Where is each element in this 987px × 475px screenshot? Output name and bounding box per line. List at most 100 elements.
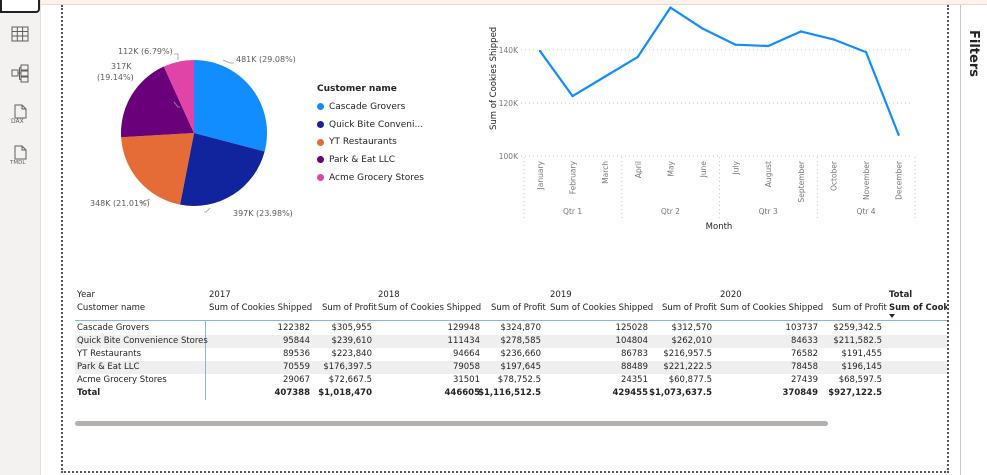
data-point[interactable] bbox=[669, 6, 672, 9]
customer-name-header: Customer name bbox=[77, 303, 146, 313]
total-cell: $1,116,512.5 bbox=[478, 388, 541, 398]
table-cell: 94664 bbox=[452, 349, 480, 359]
horizontal-scrollbar[interactable] bbox=[75, 421, 828, 426]
table-cell: $216,957.5 bbox=[663, 349, 712, 359]
data-point[interactable] bbox=[832, 38, 835, 41]
report-canvas bbox=[61, 5, 949, 473]
x-tick-label: March bbox=[601, 161, 610, 184]
total-cell: 429455 bbox=[612, 388, 649, 398]
total-measure-header: Sum of Cooki bbox=[889, 303, 947, 313]
legend-marker bbox=[317, 121, 324, 129]
table-cell: $324,870 bbox=[500, 323, 541, 333]
table-cell: 104804 bbox=[615, 336, 648, 346]
pie-label-park-percent: (19.14%) bbox=[97, 73, 134, 82]
total-cell: 370849 bbox=[782, 388, 819, 398]
table-cell: 78458 bbox=[790, 362, 818, 372]
legend-item[interactable]: Acme Grocery Stores bbox=[317, 169, 424, 187]
model-view-icon[interactable] bbox=[8, 61, 32, 85]
table-cell: $305,955 bbox=[331, 323, 372, 333]
dax-query-icon[interactable]: DAX bbox=[8, 102, 32, 126]
year-column-header: 2018 bbox=[378, 290, 400, 300]
table-view-icon[interactable] bbox=[8, 22, 32, 46]
filters-pane-label[interactable]: Filters bbox=[966, 30, 981, 77]
data-point[interactable] bbox=[734, 43, 737, 46]
pie-label-cascade: 481K (29.08%) bbox=[236, 55, 296, 64]
y-axis-title: Sum of Cookies Shipped bbox=[489, 27, 499, 130]
total-cell: 407388 bbox=[274, 388, 311, 398]
measure-header-profit: Sum of Profit bbox=[832, 303, 887, 313]
pie-slice[interactable] bbox=[194, 60, 267, 152]
pie-leader-line bbox=[222, 59, 234, 64]
data-point[interactable] bbox=[799, 30, 802, 33]
table-cell: 76582 bbox=[790, 349, 818, 359]
data-point[interactable] bbox=[571, 94, 574, 98]
legend-label: Park & Eat LLC bbox=[329, 154, 396, 165]
legend-item[interactable]: Cascade Grovers bbox=[317, 98, 424, 116]
x-group-label: Qtr 3 bbox=[759, 207, 778, 216]
legend-label: YT Restaurants bbox=[329, 137, 397, 148]
pie-legend: Cascade Grovers Quick Bite Conveni... YT R… bbox=[317, 98, 424, 186]
year-column-header: 2017 bbox=[209, 290, 231, 300]
x-group-label: Qtr 2 bbox=[661, 207, 680, 216]
view-sidebar: DAX TMDL bbox=[0, 0, 41, 475]
total-cell: 446605 bbox=[444, 388, 481, 398]
pie-slice[interactable] bbox=[121, 66, 194, 138]
data-point[interactable] bbox=[897, 133, 900, 136]
measure-header-cookies: Sum of Cookies Shipped bbox=[550, 303, 654, 313]
row-header: Park & Eat LLC bbox=[77, 362, 140, 372]
header-separator bbox=[75, 320, 947, 321]
svg-text:TMDL: TMDL bbox=[9, 160, 26, 166]
data-point[interactable] bbox=[864, 50, 868, 54]
data-point[interactable] bbox=[604, 75, 607, 78]
legend-title: Customer name bbox=[317, 84, 397, 94]
pie-chart[interactable] bbox=[70, 40, 310, 230]
legend-label: Acme Grocery Stores bbox=[329, 172, 424, 183]
row-header: Acme Grocery Stores bbox=[77, 375, 167, 385]
legend-item[interactable]: YT Restaurants bbox=[317, 133, 424, 151]
x-group-label: Qtr 1 bbox=[563, 207, 582, 216]
legend-item[interactable]: Park & Eat LLC bbox=[317, 151, 424, 169]
legend-marker bbox=[317, 156, 324, 164]
pie-slice[interactable] bbox=[121, 133, 194, 205]
pie-leader-line bbox=[204, 207, 211, 213]
table-cell: $259,342.5 bbox=[833, 323, 882, 333]
pie-leader-line bbox=[173, 101, 180, 108]
series-line[interactable] bbox=[539, 6, 900, 136]
year-header: Year bbox=[77, 290, 95, 300]
x-tick-label: January bbox=[536, 160, 545, 190]
sort-descending-icon[interactable] bbox=[889, 314, 895, 318]
table-cell: 70559 bbox=[282, 362, 310, 372]
row-header: Cascade Grovers bbox=[77, 323, 150, 333]
pie-slice[interactable] bbox=[180, 133, 265, 206]
y-tick-label: 100K bbox=[499, 152, 519, 161]
legend-item[interactable]: Quick Bite Conveni... bbox=[317, 116, 424, 134]
row-header: YT Restaurants bbox=[77, 349, 142, 359]
table-cell: $239,610 bbox=[331, 336, 372, 346]
table-cell: 95844 bbox=[282, 336, 310, 346]
table-cell: $221,222.5 bbox=[663, 362, 712, 372]
data-point[interactable] bbox=[636, 55, 639, 59]
data-point[interactable] bbox=[701, 27, 705, 30]
table-cell: $312,570 bbox=[671, 323, 712, 333]
x-tick-label: June bbox=[699, 161, 708, 179]
data-point[interactable] bbox=[538, 49, 542, 53]
report-view-tab[interactable] bbox=[0, 0, 40, 13]
table-cell: 84633 bbox=[790, 336, 818, 346]
tmdl-view-icon[interactable]: TMDL bbox=[8, 143, 32, 167]
year-column-header: 2019 bbox=[550, 290, 572, 300]
filters-pane[interactable] bbox=[960, 5, 987, 475]
table-cell: 86783 bbox=[620, 349, 648, 359]
data-point[interactable] bbox=[767, 44, 770, 48]
table-cell: $191,455 bbox=[841, 349, 882, 359]
measure-header-cookies: Sum of Cookies Shipped bbox=[209, 303, 313, 313]
year-column-header: 2020 bbox=[720, 290, 742, 300]
table-cell: $262,010 bbox=[671, 336, 712, 346]
pie-leader-line bbox=[139, 198, 151, 204]
table-cell: $196,145 bbox=[841, 362, 882, 372]
pie-slice[interactable] bbox=[163, 60, 194, 133]
table-cell: $223,840 bbox=[331, 349, 372, 359]
measure-header-profit: Sum of Profit bbox=[322, 303, 377, 313]
table-cell: 103737 bbox=[785, 323, 818, 333]
x-axis-title: Month bbox=[706, 222, 733, 232]
